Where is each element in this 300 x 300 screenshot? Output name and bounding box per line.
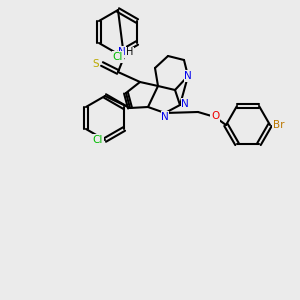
Text: N: N: [161, 112, 169, 122]
Text: Br: Br: [273, 120, 284, 130]
Text: H: H: [126, 47, 134, 57]
Text: Cl: Cl: [113, 52, 123, 62]
Text: N: N: [184, 71, 192, 81]
Text: S: S: [92, 59, 99, 69]
Text: N: N: [181, 99, 189, 109]
Text: N: N: [118, 47, 126, 57]
Text: O: O: [211, 111, 219, 121]
Text: Cl: Cl: [93, 135, 103, 145]
